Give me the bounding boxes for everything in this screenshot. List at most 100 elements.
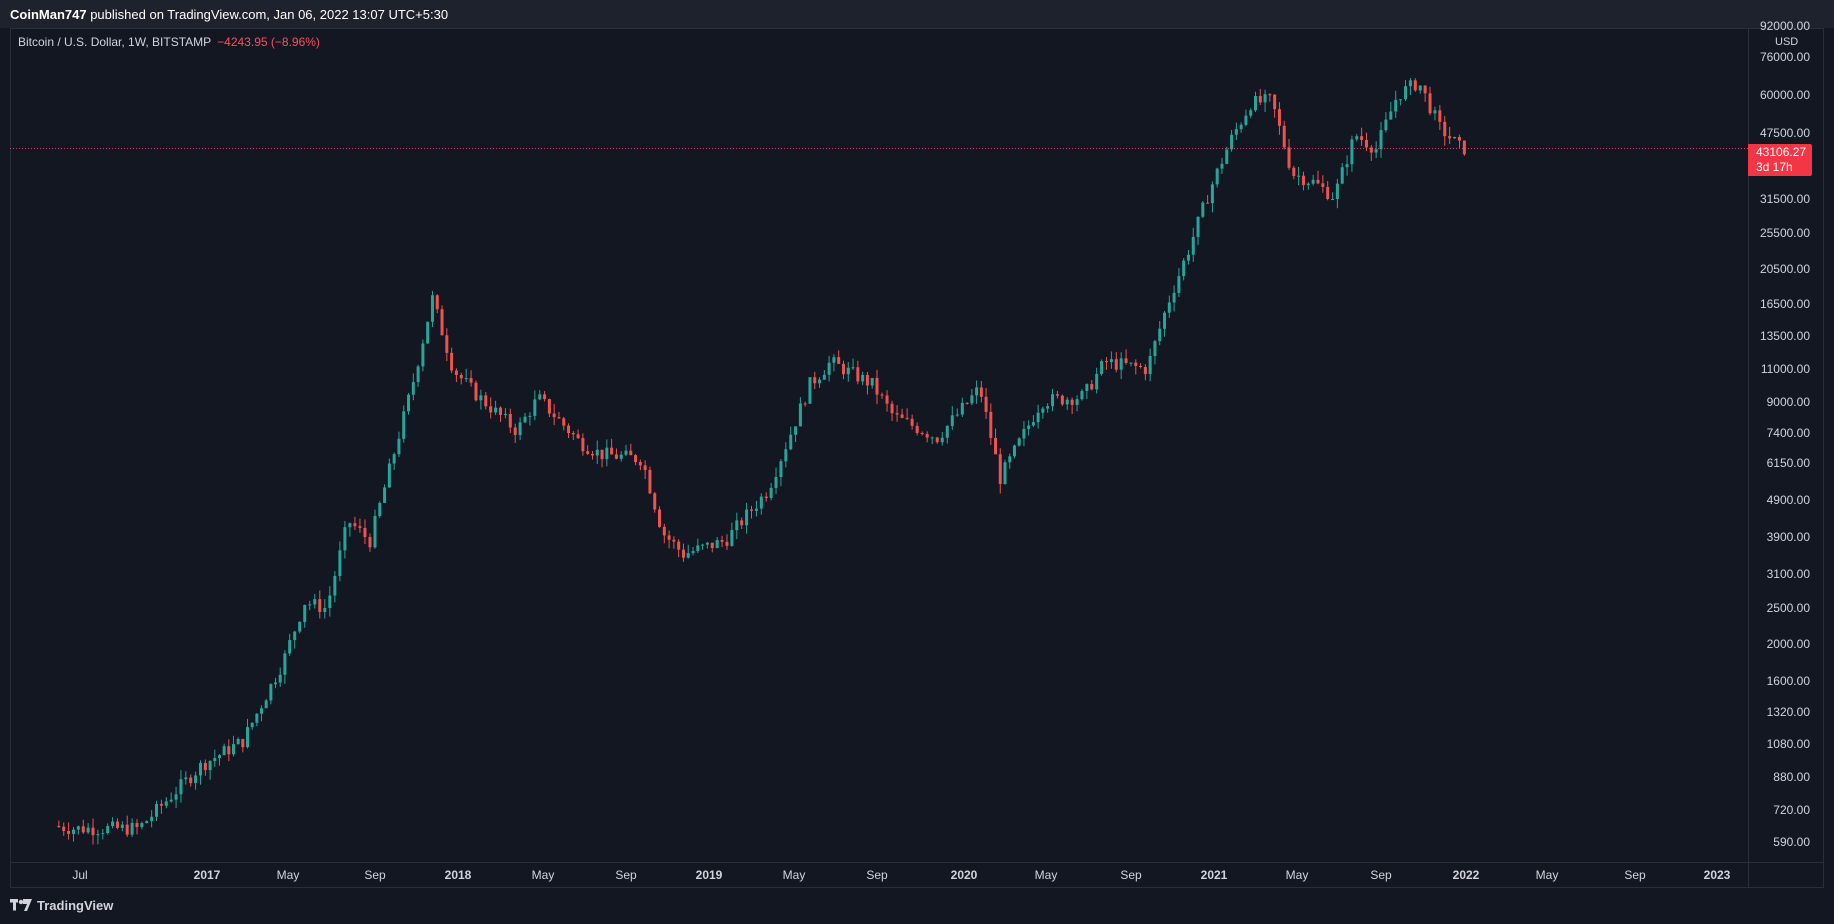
candle bbox=[1399, 99, 1403, 106]
candle bbox=[538, 390, 542, 401]
time-axis-label: 2023 bbox=[1703, 868, 1731, 882]
candle bbox=[595, 440, 599, 464]
tradingview-logo-icon bbox=[10, 898, 32, 911]
time-axis-label: May bbox=[1535, 868, 1559, 882]
candle bbox=[1182, 258, 1186, 281]
candle bbox=[725, 534, 729, 551]
candle bbox=[1100, 359, 1104, 376]
price-axis-label: 2500.00 bbox=[1766, 601, 1810, 616]
chart-frame[interactable] bbox=[10, 28, 1824, 888]
candle bbox=[348, 522, 352, 537]
candle bbox=[808, 377, 812, 404]
candle bbox=[81, 819, 85, 834]
candle bbox=[1311, 174, 1315, 186]
candle bbox=[672, 536, 676, 549]
candle bbox=[86, 822, 90, 835]
candle bbox=[1273, 94, 1277, 118]
candle bbox=[111, 817, 115, 829]
candle bbox=[638, 459, 642, 471]
candle bbox=[363, 519, 367, 545]
candle bbox=[779, 458, 783, 487]
candle bbox=[851, 358, 855, 370]
candle bbox=[653, 491, 657, 513]
candle bbox=[1287, 138, 1291, 170]
candle bbox=[1167, 295, 1171, 318]
candle bbox=[1215, 167, 1219, 188]
candle bbox=[217, 753, 221, 766]
price-change: −4243.95 (−8.96%) bbox=[217, 35, 320, 49]
candle bbox=[984, 388, 988, 419]
candle bbox=[557, 411, 561, 419]
candle bbox=[784, 442, 788, 468]
candle bbox=[1457, 134, 1461, 148]
candle bbox=[955, 408, 959, 417]
candle bbox=[740, 517, 744, 529]
candle bbox=[624, 444, 628, 457]
footer-brand[interactable]: TradingView bbox=[10, 898, 113, 913]
candle bbox=[1230, 129, 1234, 152]
brand-name: TradingView bbox=[37, 898, 114, 913]
price-axis-label: 16500.00 bbox=[1759, 296, 1810, 311]
candle bbox=[880, 392, 884, 399]
candle bbox=[920, 431, 924, 436]
candle bbox=[1331, 192, 1335, 201]
candle bbox=[890, 400, 894, 422]
candle bbox=[769, 482, 773, 501]
time-axis-divider bbox=[10, 862, 1824, 863]
candle bbox=[822, 369, 826, 380]
candle bbox=[975, 380, 979, 404]
price-axis-label: 4900.00 bbox=[1766, 492, 1810, 507]
candle bbox=[1220, 157, 1224, 174]
candle bbox=[293, 630, 297, 649]
candle bbox=[184, 771, 188, 785]
candle bbox=[696, 538, 700, 554]
candle bbox=[658, 506, 662, 528]
candle bbox=[459, 372, 463, 385]
symbol-description[interactable]: Bitcoin / U.S. Dollar, 1W, BITSTAMP bbox=[18, 35, 212, 49]
candle bbox=[832, 354, 836, 372]
price-axis-label: 1320.00 bbox=[1766, 704, 1810, 719]
candle bbox=[499, 406, 502, 422]
candle bbox=[189, 774, 193, 787]
candle bbox=[130, 818, 134, 837]
candle bbox=[1172, 285, 1176, 312]
publish-details: published on TradingView.com, Jan 06, 20… bbox=[86, 7, 449, 22]
candle bbox=[764, 492, 768, 502]
candle bbox=[643, 460, 647, 480]
currency-label[interactable]: USD bbox=[1775, 36, 1799, 48]
candle bbox=[450, 347, 454, 374]
price-axis-label: 720.00 bbox=[1773, 802, 1810, 817]
candle bbox=[373, 509, 377, 549]
candle bbox=[479, 389, 483, 410]
candle bbox=[562, 416, 566, 431]
candle bbox=[1423, 85, 1427, 102]
candle bbox=[1148, 348, 1152, 382]
candle bbox=[1139, 363, 1143, 369]
candle bbox=[543, 391, 547, 402]
candle bbox=[915, 422, 919, 436]
candle bbox=[264, 698, 268, 709]
price-axis-label: 92000.00 bbox=[1759, 19, 1810, 33]
candle bbox=[910, 414, 914, 430]
candle bbox=[250, 722, 254, 730]
candle bbox=[1060, 394, 1064, 407]
candle bbox=[1008, 453, 1012, 469]
candle bbox=[1379, 121, 1383, 158]
candle bbox=[750, 505, 753, 519]
price-axis-label: 31500.00 bbox=[1759, 192, 1810, 207]
candle bbox=[701, 543, 705, 550]
candle bbox=[1268, 93, 1272, 102]
candle bbox=[435, 294, 439, 314]
candle bbox=[140, 821, 144, 830]
candle bbox=[76, 825, 80, 835]
candle bbox=[1249, 108, 1253, 119]
candle bbox=[174, 786, 178, 808]
candle bbox=[62, 822, 66, 836]
candle bbox=[619, 451, 623, 462]
author-name[interactable]: CoinMan747 bbox=[10, 7, 87, 22]
candle bbox=[691, 547, 695, 556]
candle bbox=[387, 458, 391, 488]
candle bbox=[255, 713, 259, 727]
candle bbox=[754, 500, 758, 517]
